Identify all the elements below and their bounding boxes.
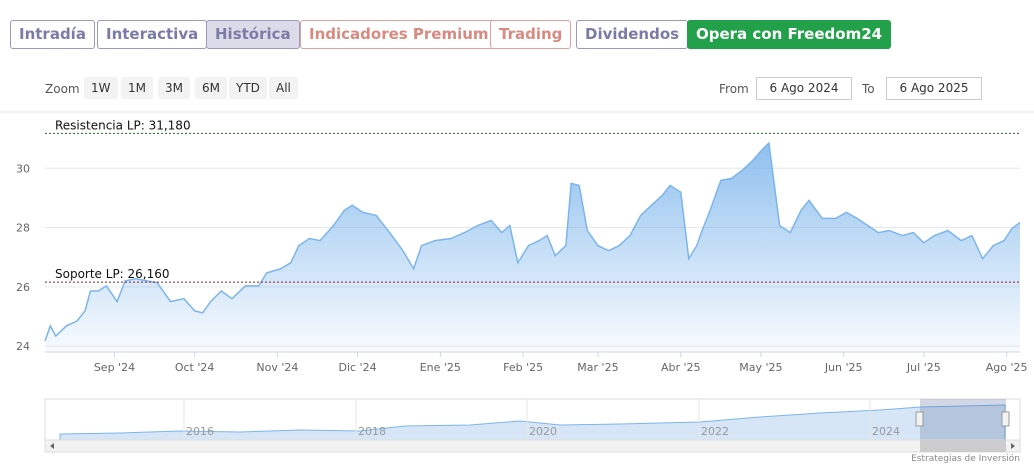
tab[interactable]: Opera con Freedom24 <box>687 20 892 49</box>
x-tick-label: Jul '25 <box>906 361 941 374</box>
tab[interactable]: Histórica <box>206 20 300 49</box>
to-input[interactable]: 6 Ago 2025 <box>886 77 982 100</box>
reference-label: Resistencia LP: 31,180 <box>55 118 191 132</box>
area <box>45 143 1020 352</box>
y-tick-label: 24 <box>16 340 30 353</box>
x-tick-label: Abr '25 <box>661 361 701 374</box>
tab[interactable]: Trading <box>490 20 572 49</box>
navigator-label: 2018 <box>358 425 386 438</box>
scrollbar-thumb[interactable] <box>920 440 1006 452</box>
from-input[interactable]: 6 Ago 2024 <box>756 77 852 100</box>
y-tick-label: 30 <box>16 162 30 175</box>
zoom-button[interactable]: 3M <box>158 77 190 99</box>
navigator-label: 2024 <box>872 425 900 438</box>
zoom-button[interactable]: YTD <box>229 77 267 99</box>
y-tick-label: 26 <box>16 281 30 294</box>
tab[interactable]: Dividendos <box>576 20 689 49</box>
navigator-mask[interactable] <box>920 399 1006 440</box>
navigator-handle[interactable] <box>915 411 924 427</box>
x-tick-label: Jun '25 <box>824 361 863 374</box>
navigator-label: 2022 <box>701 425 729 438</box>
x-tick-label: Mar '25 <box>577 361 618 374</box>
navigator-area <box>59 404 1006 441</box>
scrollbar[interactable] <box>44 439 1021 453</box>
zoom-button[interactable]: 1W <box>84 77 118 99</box>
x-tick-label: Feb '25 <box>503 361 543 374</box>
navigator-handle[interactable] <box>1001 411 1010 427</box>
navigator-label: 2016 <box>186 425 214 438</box>
navigator-label: 2020 <box>529 425 557 438</box>
zoom-button[interactable]: 6M <box>195 77 227 99</box>
x-tick-label: Nov '24 <box>256 361 298 374</box>
tab[interactable]: Indicadores Premium <box>300 20 498 49</box>
y-tick-label: 28 <box>16 222 30 235</box>
x-tick-label: May '25 <box>739 361 782 374</box>
from-label: From <box>719 82 749 96</box>
line <box>44 141 1021 342</box>
x-tick-label: Dic '24 <box>338 361 376 374</box>
navigator <box>44 398 1021 441</box>
zoom-label: Zoom <box>45 82 80 96</box>
credit: Estrategias de Inversión <box>911 454 1020 464</box>
x-tick-label: Ago '25 <box>986 361 1028 374</box>
reference-label: Soporte LP: 26,160 <box>55 267 170 281</box>
scroll-arrows[interactable] <box>50 443 1015 449</box>
to-label: To <box>862 82 875 96</box>
x-tick-label: Sep '24 <box>94 361 135 374</box>
tab[interactable]: Interactiva <box>97 20 208 49</box>
zoom-button[interactable]: 1M <box>121 77 153 99</box>
zoom-button[interactable]: All <box>269 77 298 99</box>
x-tick-label: Ene '25 <box>420 361 461 374</box>
x-tick-label: Oct '24 <box>175 361 215 374</box>
tab[interactable]: Intradía <box>10 20 95 49</box>
